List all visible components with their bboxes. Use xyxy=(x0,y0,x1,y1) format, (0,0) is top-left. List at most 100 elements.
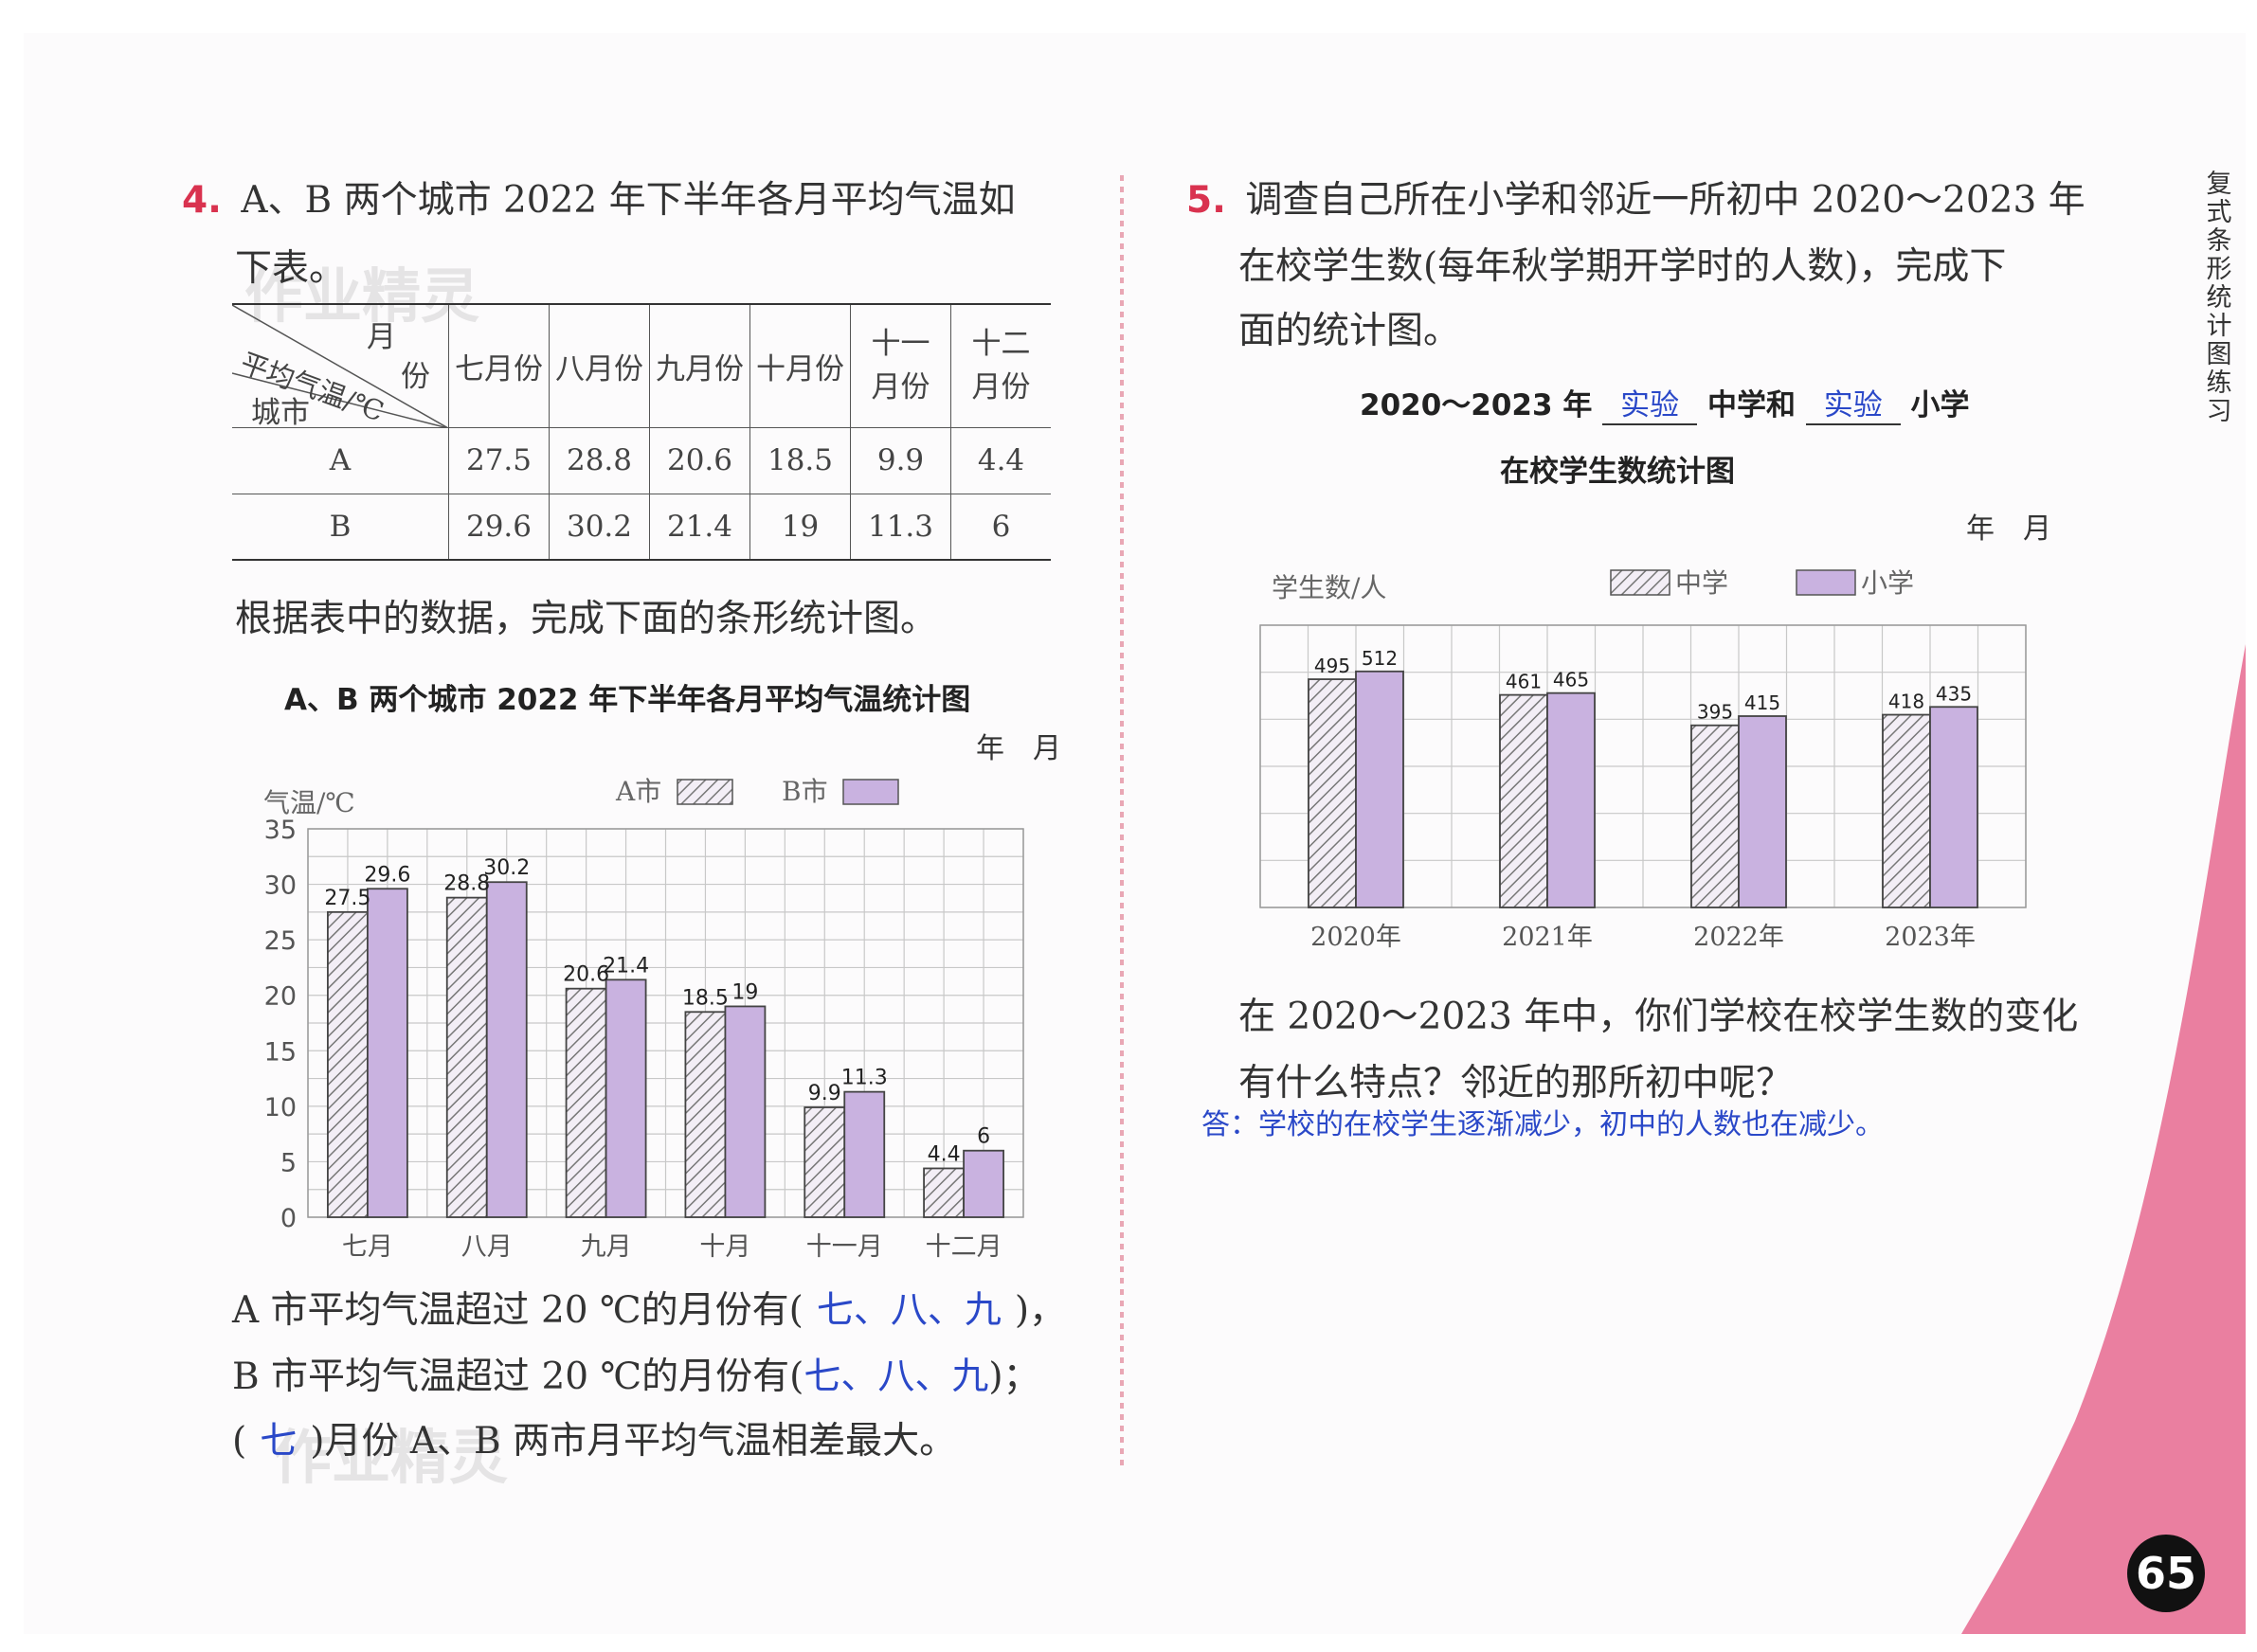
bar-b-city xyxy=(367,888,408,1218)
bar-middle-school xyxy=(1882,713,1931,908)
page-background xyxy=(24,33,2246,1634)
q4-number: 4. xyxy=(182,179,222,222)
sidebar-section-title: 复式条形统计图练习 xyxy=(2206,170,2232,426)
answer-text: 七、八、九 xyxy=(816,1289,1002,1332)
table-header: 十一 月份 xyxy=(850,303,951,427)
corner-fen: 份 xyxy=(401,360,430,394)
chart2-title: 2020～2023 年 实验 中学和 实验 小学 xyxy=(1360,381,1970,425)
bar-b-city xyxy=(963,1149,1004,1218)
data-label: 435 xyxy=(1936,682,1972,705)
table-cell: 27.5 xyxy=(448,426,550,494)
x-tick-label: 十月 xyxy=(699,1232,750,1262)
data-label: 4.4 xyxy=(928,1142,961,1166)
bar-a-city xyxy=(803,1106,846,1218)
x-tick-label: 2020年 xyxy=(1310,923,1401,952)
data-label: 512 xyxy=(1362,647,1398,670)
answer-text: 七、八、九 xyxy=(803,1356,989,1398)
data-label: 21.4 xyxy=(603,954,649,978)
table-row: A 27.5 28.8 20.6 18.5 9.9 4.4 xyxy=(232,426,1051,494)
bar-a-city xyxy=(684,1011,727,1218)
q4-answer-2: B 市平均气温超过 20 ℃的月份有(七、八、九)； xyxy=(232,1356,1040,1398)
bar-middle-school xyxy=(1499,693,1548,908)
q4-prompt-line2: 下表。 xyxy=(235,247,347,290)
school-name-fill-1: 实验 xyxy=(1602,381,1698,425)
corner-month: 月 xyxy=(367,320,396,354)
legend-label: A市 xyxy=(615,776,661,807)
q5-number: 5. xyxy=(1186,179,1226,222)
q5-question-line1: 在 2020～2023 年中，你们学校在校学生数的变化 xyxy=(1238,996,2079,1038)
q5-question-line2: 有什么特点？邻近的那所初中呢？ xyxy=(1238,1062,1794,1104)
bar-primary-school xyxy=(1546,691,1596,908)
x-tick-label: 十二月 xyxy=(926,1232,1002,1262)
data-label: 9.9 xyxy=(808,1082,841,1105)
y-tick-label: 10 xyxy=(264,1093,297,1122)
table-cell: 19 xyxy=(749,493,851,561)
bar-middle-school xyxy=(1308,678,1357,908)
table-cell: 9.9 xyxy=(850,426,951,494)
x-tick-label: 七月 xyxy=(342,1232,393,1262)
y-tick-label: 20 xyxy=(264,982,297,1012)
student-count-bar-chart: 学生数/人 中学 小学 495 512 2020年 461 465 2021年 395 415 202… xyxy=(1259,567,2027,952)
x-tick-label: 2021年 xyxy=(1502,923,1593,952)
data-label: 418 xyxy=(1888,691,1924,713)
table-corner-cell: 月 份 平均气温/℃ 城市 xyxy=(232,303,449,430)
bar-primary-school xyxy=(1355,670,1404,908)
bar-primary-school xyxy=(1929,706,1978,908)
chart1-date: 年 月 xyxy=(976,732,1061,765)
q4-instruction: 根据表中的数据，完成下面的条形统计图。 xyxy=(235,598,938,640)
legend-swatch xyxy=(1610,569,1670,596)
bar-a-city xyxy=(327,910,369,1218)
table-cell: 29.6 xyxy=(448,493,550,561)
data-label: 18.5 xyxy=(682,986,729,1010)
data-label: 6 xyxy=(977,1125,990,1149)
table-cell: 6 xyxy=(950,493,1051,561)
chart1-title: A、B 两个城市 2022 年下半年各月平均气温统计图 xyxy=(284,683,971,717)
q5-answer: 答：学校的在校学生逐渐减少，初中的人数也在减少。 xyxy=(1201,1108,1884,1141)
table-cell: 20.6 xyxy=(649,426,750,494)
y-tick-label: 30 xyxy=(264,871,297,901)
x-tick-label: 十一月 xyxy=(806,1232,883,1262)
q5-prompt: 5. 调查自己所在小学和邻近一所初中 2020～2023 年 xyxy=(1186,179,2085,222)
table-cell: 21.4 xyxy=(649,493,750,561)
legend-label: 中学 xyxy=(1675,567,1728,599)
table-header: 十月份 xyxy=(749,303,851,427)
q4-prompt: 4. A、B 两个城市 2022 年下半年各月平均气温如 xyxy=(182,179,1016,222)
q5-prompt-line2: 在校学生数(每年秋学期开学时的人数)，完成下 xyxy=(1238,245,2007,288)
page-number: 65 xyxy=(2127,1535,2205,1612)
table-row: B 29.6 30.2 21.4 19 11.3 6 xyxy=(232,493,1051,561)
bar-b-city xyxy=(843,1090,886,1218)
bar-primary-school xyxy=(1738,715,1787,908)
watermark: 作业精灵 xyxy=(273,1423,509,1492)
table-header: 九月份 xyxy=(649,303,750,427)
table-header: 十二 月份 xyxy=(950,303,1051,427)
bar-a-city xyxy=(565,987,607,1218)
data-label: 465 xyxy=(1553,669,1589,691)
plot-frame xyxy=(307,828,1024,1218)
table-header: 八月份 xyxy=(549,303,650,427)
legend-swatch xyxy=(842,779,899,805)
bar-b-city xyxy=(605,979,647,1218)
q4-answer-1: A 市平均气温超过 20 ℃的月份有(七、八、九)， xyxy=(232,1289,1067,1332)
bar-a-city xyxy=(445,896,488,1218)
data-label: 30.2 xyxy=(483,856,530,880)
bar-a-city xyxy=(923,1167,965,1218)
table-cell: 28.8 xyxy=(549,426,650,494)
y-axis-label: 气温/℃ xyxy=(263,787,355,818)
y-axis-label: 学生数/人 xyxy=(1272,572,1386,603)
y-tick-label: 0 xyxy=(280,1204,297,1233)
legend-swatch xyxy=(1796,569,1856,596)
table-header: 七月份 xyxy=(448,303,550,427)
bar-b-city xyxy=(724,1005,767,1218)
legend-label: 小学 xyxy=(1861,567,1914,599)
y-tick-label: 35 xyxy=(264,816,297,845)
y-tick-label: 5 xyxy=(280,1148,297,1177)
table-cell: 4.4 xyxy=(950,426,1051,494)
temperature-table: 月 份 平均气温/℃ 城市 七月份 八月份 九月份 十月份 十一 月份 十二 月… xyxy=(232,303,1051,561)
x-tick-label: 2023年 xyxy=(1885,923,1976,952)
data-label: 19 xyxy=(731,980,758,1004)
y-tick-label: 25 xyxy=(264,926,297,956)
plot-frame xyxy=(1259,624,2027,908)
y-tick-label: 15 xyxy=(264,1037,297,1067)
